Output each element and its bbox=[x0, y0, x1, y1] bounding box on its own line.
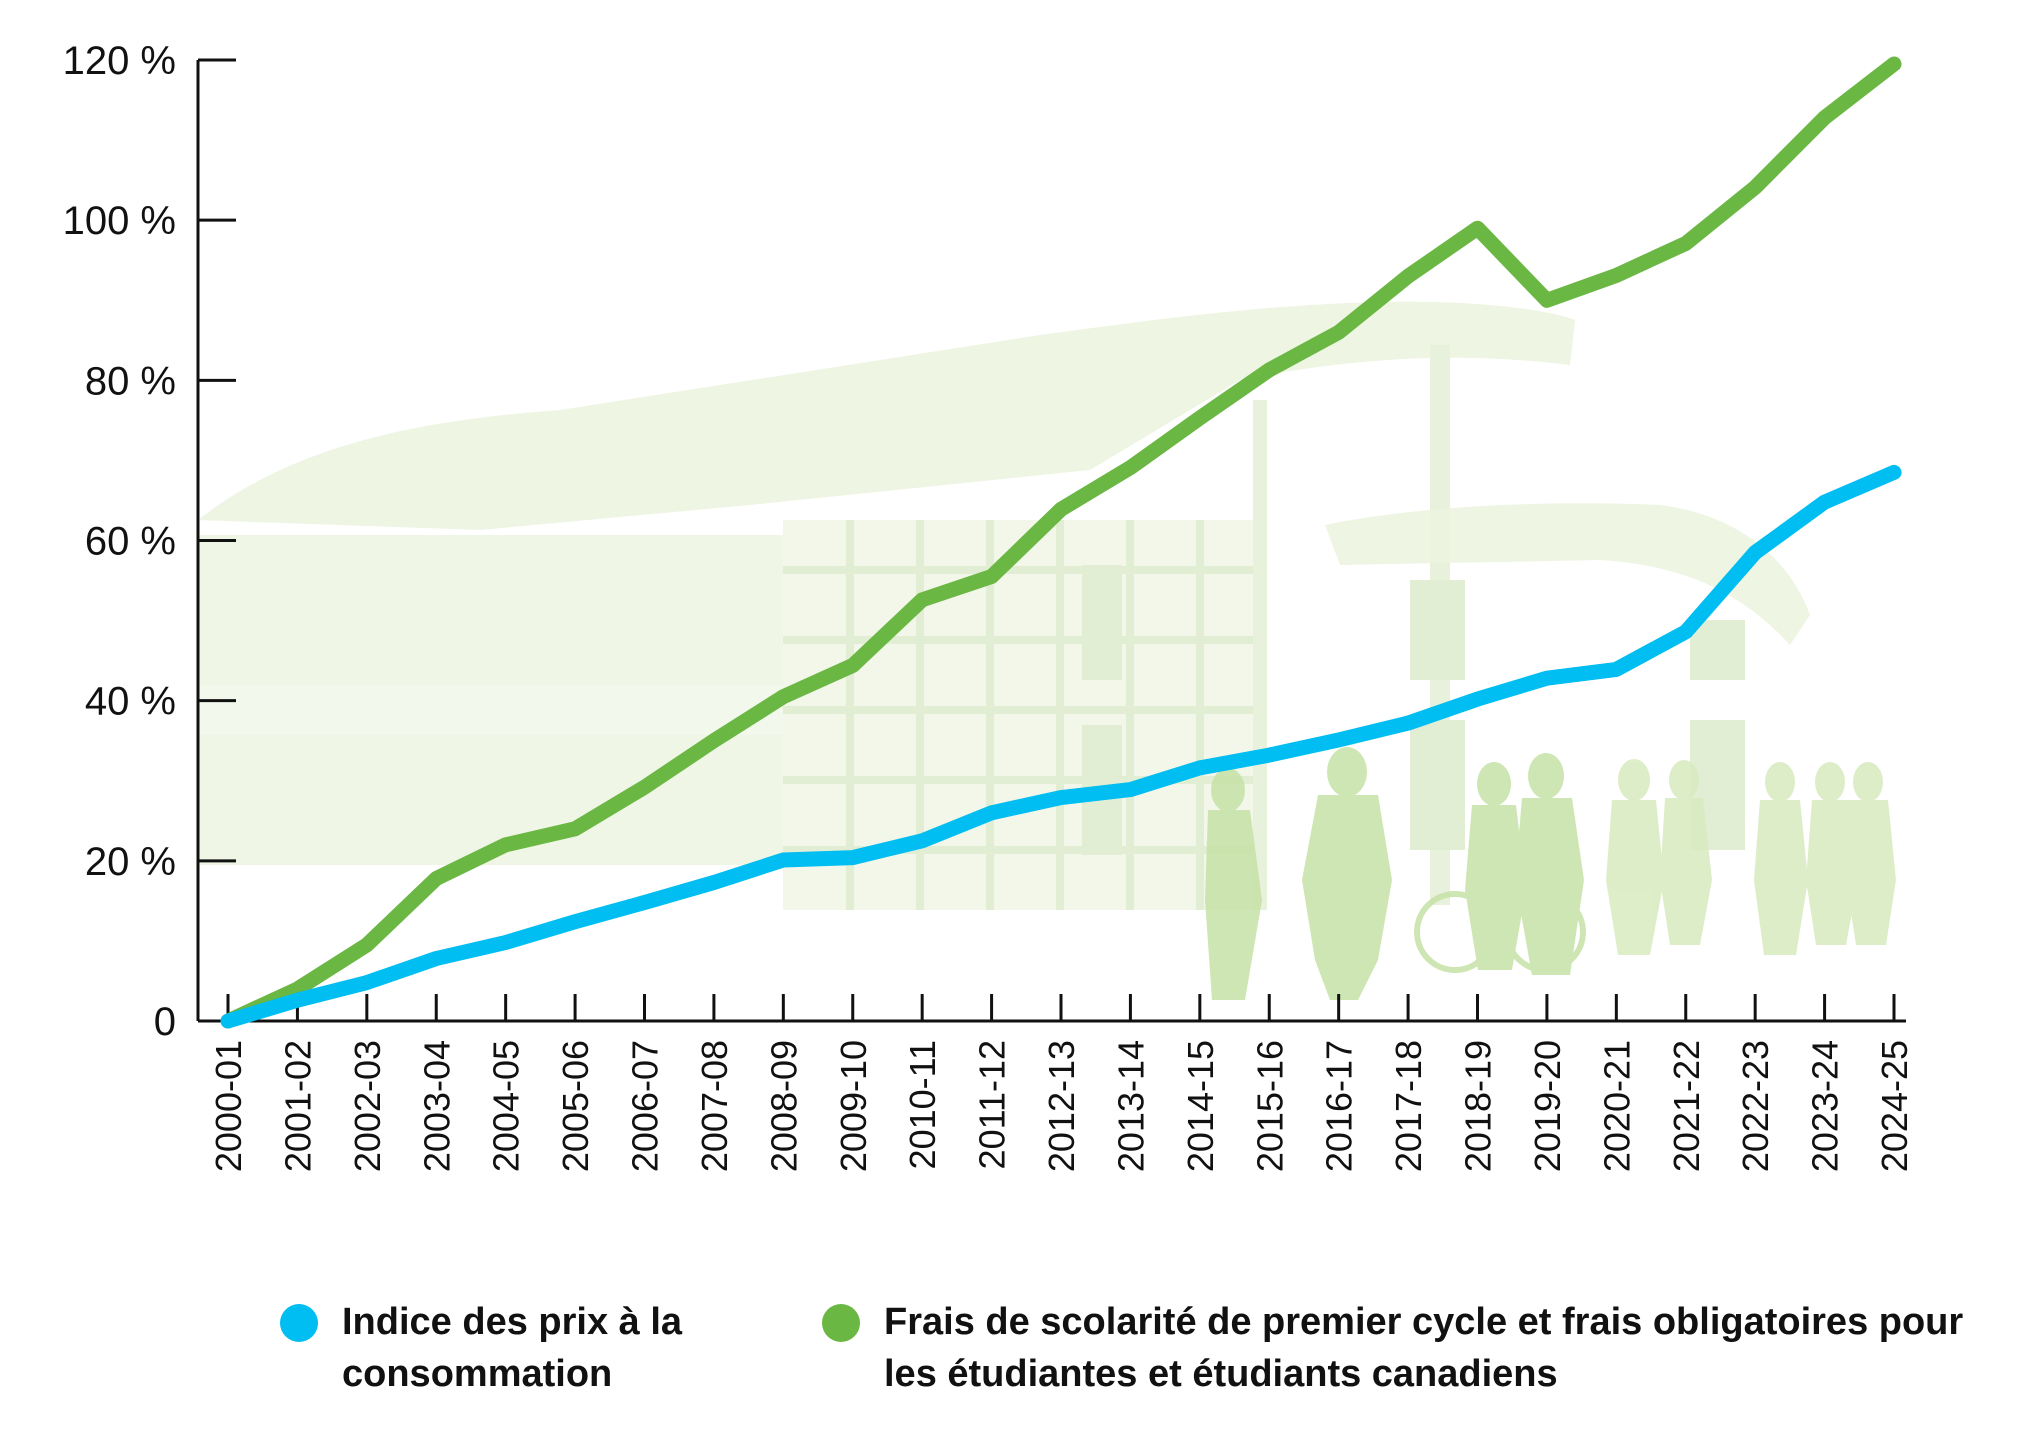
legend-swatch-cpi bbox=[280, 1304, 318, 1342]
x-tick-label: 2006-07 bbox=[625, 1040, 666, 1172]
x-tick-label: 2002-03 bbox=[347, 1040, 388, 1172]
x-tick-label: 2009-10 bbox=[833, 1040, 874, 1172]
x-tick-label: 2003-04 bbox=[416, 1040, 457, 1172]
x-tick-label: 2021-22 bbox=[1666, 1040, 1707, 1172]
x-tick-label: 2024-25 bbox=[1874, 1040, 1915, 1172]
x-tick-label: 2000-01 bbox=[208, 1040, 249, 1172]
x-tick-label: 2001-02 bbox=[277, 1040, 318, 1172]
x-tick-label: 2016-17 bbox=[1319, 1040, 1360, 1172]
x-tick-label: 2015-16 bbox=[1249, 1040, 1290, 1172]
x-tick-label: 2011-12 bbox=[972, 1040, 1013, 1169]
series-lines bbox=[220, 56, 1902, 1029]
x-tick-label: 2019-20 bbox=[1527, 1040, 1568, 1172]
x-tick-label: 2013-14 bbox=[1110, 1040, 1151, 1172]
x-tick-label: 2014-15 bbox=[1180, 1040, 1221, 1172]
y-tick-label: 60 % bbox=[85, 520, 176, 564]
legend-label-tuition: Frais de scolarité de premier cycle et f… bbox=[884, 1301, 1964, 1395]
x-tick-label: 2017-18 bbox=[1388, 1040, 1429, 1172]
legend-label-cpi: Indice des prix à la consommation bbox=[342, 1301, 683, 1395]
x-tick-label: 2020-21 bbox=[1596, 1040, 1637, 1172]
x-tick-label: 2012-13 bbox=[1041, 1040, 1082, 1172]
x-tick-label: 2023-24 bbox=[1805, 1040, 1846, 1172]
y-tick-label: 0 bbox=[154, 1000, 176, 1044]
series-line-tuition bbox=[220, 56, 1902, 1029]
x-tick-label: 2007-08 bbox=[694, 1040, 735, 1172]
x-tick-label: 2018-19 bbox=[1458, 1040, 1499, 1172]
x-tick-label: 2010-11 bbox=[902, 1040, 943, 1169]
x-tick-label: 2004-05 bbox=[486, 1040, 527, 1172]
chart-axes: 0 20 % 40 % 60 % 80 % 100 % 120 % 2000-01 2001-… bbox=[63, 39, 1915, 1172]
x-tick-label: 2022-23 bbox=[1735, 1040, 1776, 1172]
y-tick-label: 120 % bbox=[63, 39, 176, 83]
y-tick-label: 100 % bbox=[63, 199, 176, 243]
y-tick-label: 20 % bbox=[85, 840, 176, 884]
y-tick-label: 80 % bbox=[85, 359, 176, 403]
legend-swatch-tuition bbox=[822, 1304, 860, 1342]
series-line-cpi bbox=[220, 464, 1902, 1029]
x-tick-label: 2005-06 bbox=[555, 1040, 596, 1172]
x-tick-label: 2008-09 bbox=[763, 1040, 804, 1172]
y-tick-label: 40 % bbox=[85, 680, 176, 724]
